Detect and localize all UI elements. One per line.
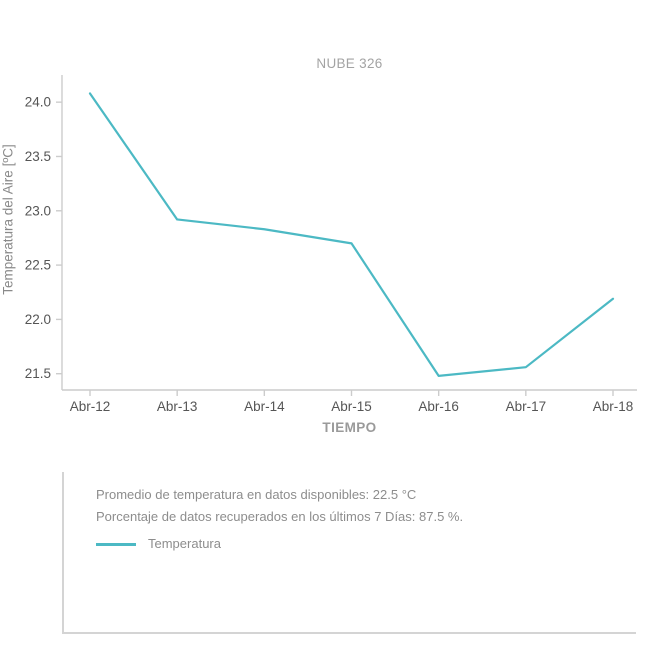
- svg-text:24.0: 24.0: [25, 95, 51, 110]
- chart-title: NUBE 326: [316, 56, 383, 71]
- legend: Temperatura: [96, 533, 636, 555]
- avg-temperature-text: Promedio de temperatura en datos disponi…: [96, 487, 417, 502]
- svg-text:Abr-15: Abr-15: [331, 399, 372, 414]
- svg-text:Abr-14: Abr-14: [244, 399, 285, 414]
- svg-text:23.5: 23.5: [25, 149, 51, 164]
- svg-text:22.5: 22.5: [25, 258, 51, 273]
- legend-line-swatch: [96, 542, 136, 546]
- svg-text:Abr-13: Abr-13: [157, 399, 198, 414]
- svg-text:23.0: 23.0: [25, 203, 51, 218]
- svg-text:22.0: 22.0: [25, 312, 51, 327]
- info-box: Promedio de temperatura en datos disponi…: [62, 472, 636, 634]
- legend-label: Temperatura: [148, 536, 221, 551]
- svg-text:Abr-17: Abr-17: [506, 399, 547, 414]
- svg-text:Abr-12: Abr-12: [70, 399, 111, 414]
- svg-text:Abr-18: Abr-18: [593, 399, 634, 414]
- temperature-line-chart: 21.5 22.0 22.5 23.0 23.5 24.0 Abr-12 Abr-13 Abr-…: [25, 75, 637, 414]
- svg-text:Abr-16: Abr-16: [418, 399, 459, 414]
- x-axis-label: TIEMPO: [322, 420, 377, 435]
- svg-text:21.5: 21.5: [25, 366, 51, 381]
- data-recovery-text: Porcentaje de datos recuperados en los ú…: [96, 509, 464, 524]
